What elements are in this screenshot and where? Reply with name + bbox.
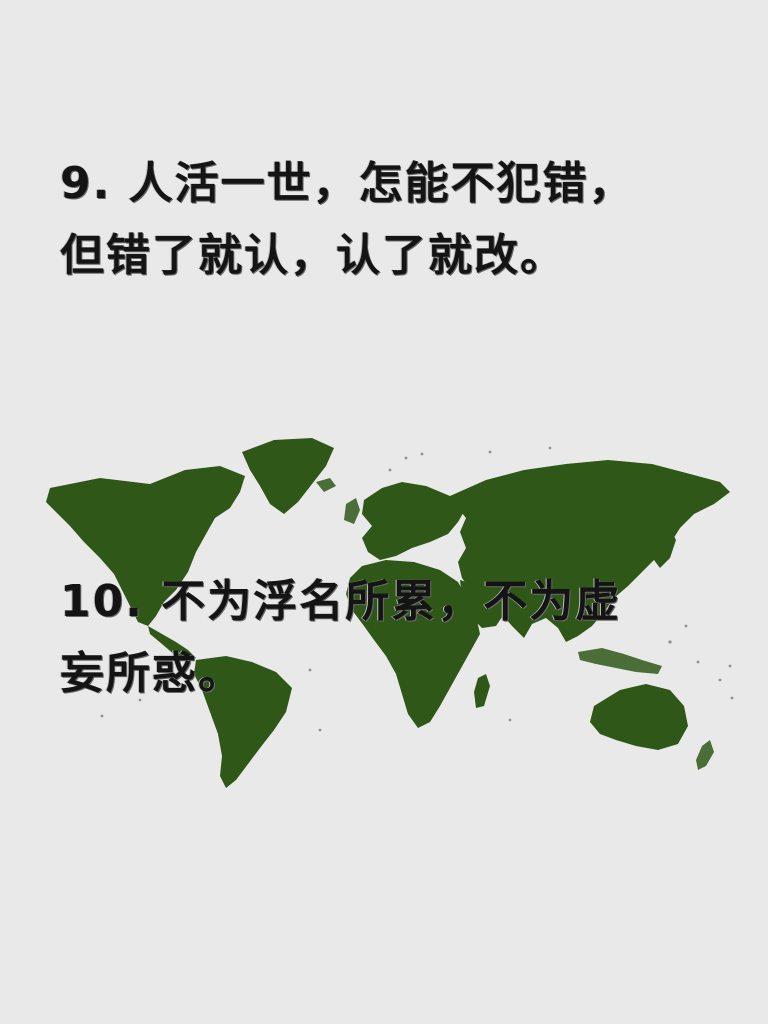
madagascar-shape [474,674,490,708]
indonesia-shape [578,648,662,674]
quote-text-2: 10. 不为浮名所累，不为虚妄所惑。 [60,576,622,699]
uk-shape [344,498,360,524]
new-zealand-shape [696,740,714,770]
japan-shape [654,528,676,568]
quote-text-1: 9. 人活一世，怎能不犯错，但错了就认，认了就改。 [60,158,635,281]
europe-shape [362,482,466,560]
island-dots [100,446,734,732]
central-america-shape [148,626,196,662]
north-america-shape [46,466,245,626]
world-map-icon [30,430,740,800]
iceland-shape [316,478,336,492]
arabia-shape [460,580,504,628]
australia-shape [590,684,688,750]
asia-shape [450,460,730,642]
greenland-shape [242,438,334,514]
south-america-shape [194,656,292,788]
africa-shape [346,560,480,728]
